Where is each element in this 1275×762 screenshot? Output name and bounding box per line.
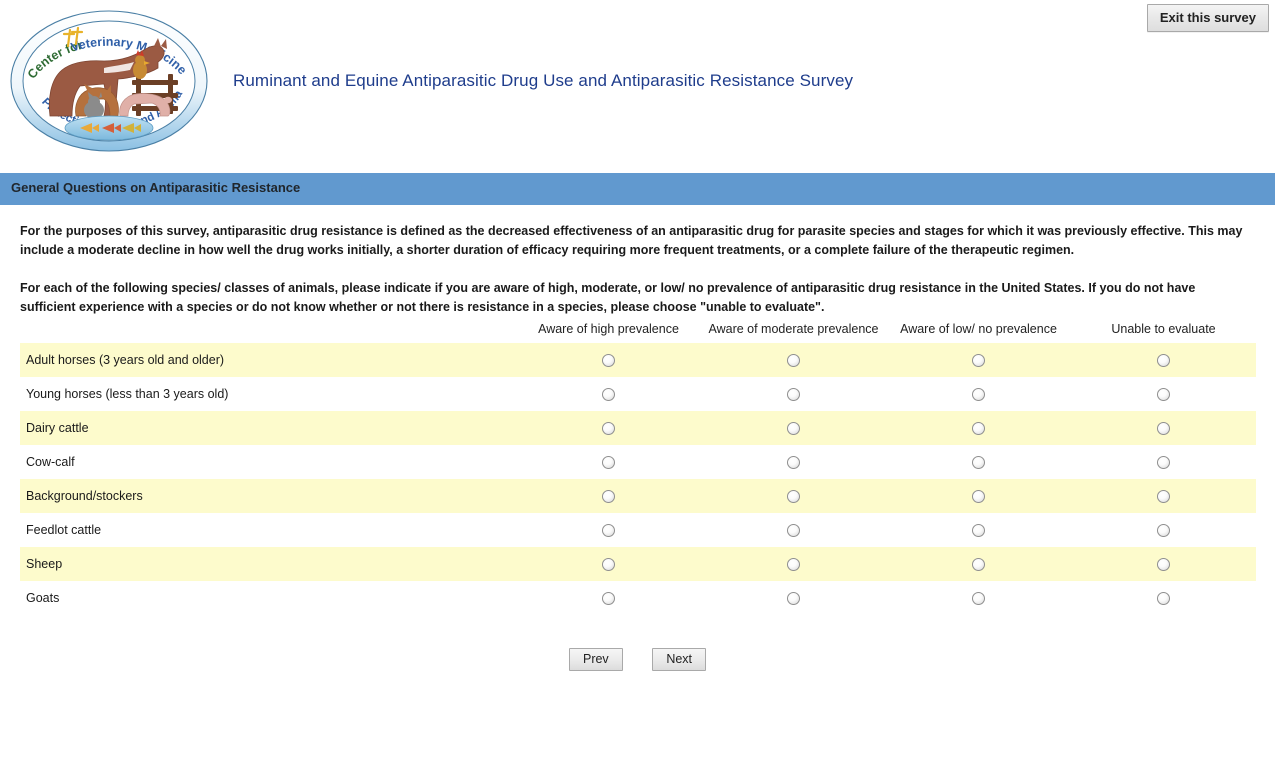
radio-cell-unable[interactable] xyxy=(1071,523,1256,537)
radio-button[interactable] xyxy=(602,557,615,571)
radio-cell-unable[interactable] xyxy=(1071,387,1256,401)
column-header-unable: Unable to evaluate xyxy=(1111,322,1216,336)
radio-cell-unable[interactable] xyxy=(1071,557,1256,571)
radio-button[interactable] xyxy=(972,455,985,469)
table-row: Young horses (less than 3 years old) xyxy=(20,377,1256,411)
radio-cell-high[interactable] xyxy=(516,489,701,503)
radio-button[interactable] xyxy=(972,523,985,537)
radio-button[interactable] xyxy=(602,353,615,367)
radio-button[interactable] xyxy=(1157,455,1170,469)
radio-cell-low[interactable] xyxy=(886,421,1071,435)
row-label: Cow-calf xyxy=(26,455,75,469)
radio-cell-low[interactable] xyxy=(886,523,1071,537)
radio-cell-moderate[interactable] xyxy=(701,523,886,537)
radio-button[interactable] xyxy=(1157,523,1170,537)
radio-button[interactable] xyxy=(602,421,615,435)
radio-cell-low[interactable] xyxy=(886,387,1071,401)
radio-cell-moderate[interactable] xyxy=(701,489,886,503)
radio-cell-unable[interactable] xyxy=(1071,591,1256,605)
radio-cell-high[interactable] xyxy=(516,353,701,367)
radio-button[interactable] xyxy=(602,455,615,469)
row-label: Adult horses (3 years old and older) xyxy=(26,353,225,367)
radio-button[interactable] xyxy=(787,523,800,537)
cvm-seal-icon: Center for Veterinary Medicine Protectin… xyxy=(4,0,208,152)
intro-paragraph-1: For the purposes of this survey, antipar… xyxy=(20,224,1243,257)
prev-button[interactable]: Prev xyxy=(568,648,623,671)
radio-button[interactable] xyxy=(972,387,985,401)
column-header-high: Aware of high prevalence xyxy=(538,322,679,336)
radio-button[interactable] xyxy=(787,591,800,605)
row-label: Sheep xyxy=(26,557,63,571)
radio-cell-high[interactable] xyxy=(516,455,701,469)
radio-cell-high[interactable] xyxy=(516,557,701,571)
radio-button[interactable] xyxy=(1157,387,1170,401)
resistance-matrix: Aware of high prevalence Aware of modera… xyxy=(20,322,1256,615)
column-header-low: Aware of low/ no prevalence xyxy=(900,322,1057,336)
radio-cell-high[interactable] xyxy=(516,523,701,537)
next-button[interactable]: Next xyxy=(652,648,707,671)
radio-button[interactable] xyxy=(1157,557,1170,571)
row-label: Background/stockers xyxy=(26,489,143,503)
radio-button[interactable] xyxy=(972,591,985,605)
radio-cell-unable[interactable] xyxy=(1071,421,1256,435)
radio-cell-moderate[interactable] xyxy=(701,557,886,571)
section-title: General Questions on Antiparasitic Resis… xyxy=(11,180,301,195)
row-label: Feedlot cattle xyxy=(26,523,102,537)
intro-text: For the purposes of this survey, antipar… xyxy=(20,222,1252,336)
radio-button[interactable] xyxy=(972,421,985,435)
radio-cell-moderate[interactable] xyxy=(701,455,886,469)
radio-cell-low[interactable] xyxy=(886,591,1071,605)
radio-button[interactable] xyxy=(787,489,800,503)
radio-button[interactable] xyxy=(1157,421,1170,435)
table-row: Goats xyxy=(20,581,1256,615)
radio-cell-unable[interactable] xyxy=(1071,489,1256,503)
radio-button[interactable] xyxy=(1157,489,1170,503)
column-header-moderate: Aware of moderate prevalence xyxy=(708,322,879,336)
cvm-logo: Center for Veterinary Medicine Protectin… xyxy=(4,0,211,155)
radio-button[interactable] xyxy=(1157,353,1170,367)
radio-button[interactable] xyxy=(972,353,985,367)
exit-survey-button[interactable]: Exit this survey xyxy=(1146,4,1269,32)
radio-cell-low[interactable] xyxy=(886,489,1071,503)
page-header: Exit this survey Center fo xyxy=(0,0,1275,160)
table-row: Feedlot cattle xyxy=(20,513,1256,547)
table-row: Dairy cattle xyxy=(20,411,1256,445)
radio-button[interactable] xyxy=(787,455,800,469)
survey-navigation: Prev Next xyxy=(0,648,1275,671)
radio-button[interactable] xyxy=(602,387,615,401)
radio-cell-low[interactable] xyxy=(886,353,1071,367)
radio-button[interactable] xyxy=(972,489,985,503)
radio-cell-high[interactable] xyxy=(516,591,701,605)
radio-cell-unable[interactable] xyxy=(1071,353,1256,367)
radio-button[interactable] xyxy=(787,421,800,435)
row-label: Dairy cattle xyxy=(26,421,89,435)
radio-cell-moderate[interactable] xyxy=(701,353,886,367)
table-row: Cow-calf xyxy=(20,445,1256,479)
radio-button[interactable] xyxy=(602,489,615,503)
radio-cell-moderate[interactable] xyxy=(701,421,886,435)
table-row: Background/stockers xyxy=(20,479,1256,513)
radio-cell-moderate[interactable] xyxy=(701,591,886,605)
intro-paragraph-2: For each of the following species/ class… xyxy=(20,281,1196,314)
row-label: Young horses (less than 3 years old) xyxy=(26,387,229,401)
section-bar: General Questions on Antiparasitic Resis… xyxy=(0,172,1275,205)
table-row: Adult horses (3 years old and older) xyxy=(20,343,1256,377)
radio-button[interactable] xyxy=(1157,591,1170,605)
page-title: Ruminant and Equine Antiparasitic Drug U… xyxy=(233,71,854,90)
radio-cell-high[interactable] xyxy=(516,421,701,435)
matrix-header-row: Aware of high prevalence Aware of modera… xyxy=(20,322,1256,343)
radio-cell-low[interactable] xyxy=(886,455,1071,469)
radio-button[interactable] xyxy=(787,353,800,367)
row-label: Goats xyxy=(26,591,60,605)
radio-button[interactable] xyxy=(787,387,800,401)
radio-cell-unable[interactable] xyxy=(1071,455,1256,469)
radio-cell-low[interactable] xyxy=(886,557,1071,571)
radio-cell-moderate[interactable] xyxy=(701,387,886,401)
table-row: Sheep xyxy=(20,547,1256,581)
radio-button[interactable] xyxy=(787,557,800,571)
radio-cell-high[interactable] xyxy=(516,387,701,401)
radio-button[interactable] xyxy=(602,523,615,537)
radio-button[interactable] xyxy=(602,591,615,605)
radio-button[interactable] xyxy=(972,557,985,571)
